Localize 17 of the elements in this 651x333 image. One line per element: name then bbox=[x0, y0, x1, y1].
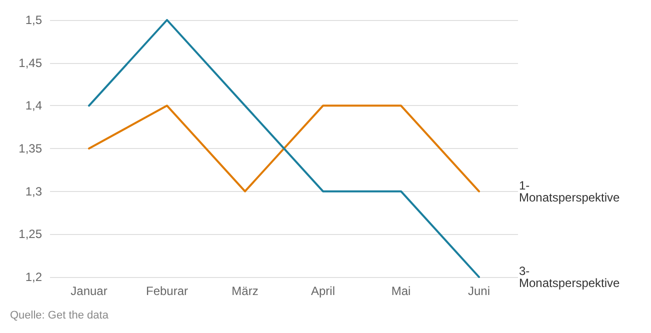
source-note: Quelle: Get the data bbox=[10, 310, 110, 322]
y-tick-label: 1,25 bbox=[18, 227, 42, 242]
text: 1- Monatsperspektive bbox=[519, 178, 620, 204]
x-tick-label: März bbox=[232, 284, 258, 298]
x-tick-label: April bbox=[310, 284, 336, 298]
y-tick-label: 1,3 bbox=[25, 184, 42, 198]
x-tick-label: Januar bbox=[70, 284, 108, 298]
y-tick-label: 1,35 bbox=[18, 142, 42, 156]
x-tick-label: Mai bbox=[391, 284, 411, 298]
line-series bbox=[88, 19, 480, 278]
y-tick-label: 1,2 bbox=[25, 270, 42, 284]
x-tick-label: Juni bbox=[468, 284, 490, 298]
x-tick-label: Feburar bbox=[146, 284, 188, 298]
text: 3- Monatsperspektive bbox=[519, 264, 620, 290]
y-tick-label: 1,45 bbox=[18, 56, 42, 70]
y-tick-label: 1,5 bbox=[25, 13, 42, 27]
y-tick-label: 1,4 bbox=[25, 98, 42, 113]
